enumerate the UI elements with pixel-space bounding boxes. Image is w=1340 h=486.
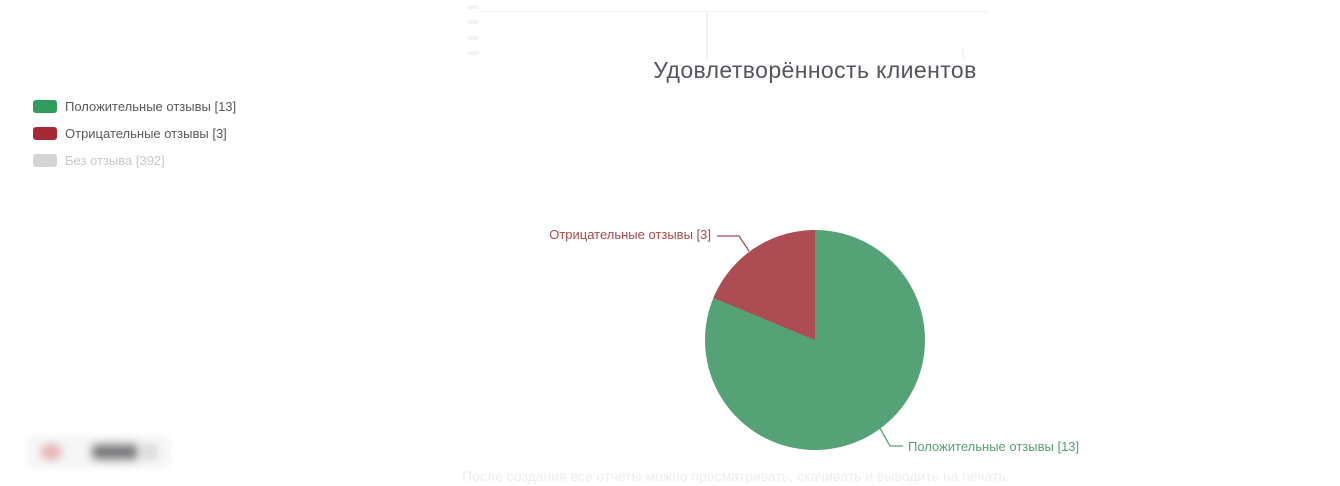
legend-swatch-negative <box>33 127 57 140</box>
footer-hint: После создания все отчеты можно просматр… <box>462 468 1010 484</box>
legend-item-no-review[interactable]: Без отзыва [392] <box>33 147 236 174</box>
chart-remnant-tick <box>468 5 479 9</box>
legend-label-negative: Отрицательные отзывы [3] <box>65 126 227 141</box>
chart-remnant-tick <box>468 51 479 55</box>
blurred-logo <box>28 436 170 468</box>
leader-line-negative <box>717 235 750 252</box>
legend-swatch-no-review <box>33 154 57 167</box>
legend: Положительные отзывы [13] Отрицательные … <box>33 93 236 174</box>
legend-item-negative[interactable]: Отрицательные отзывы [3] <box>33 120 236 147</box>
legend-swatch-positive <box>33 100 57 113</box>
chart-remnant-axis-line <box>481 11 989 12</box>
legend-item-positive[interactable]: Положительные отзывы [13] <box>33 93 236 120</box>
legend-label-no-review: Без отзыва [392] <box>65 153 165 168</box>
chart-remnant-tick <box>468 36 479 40</box>
chart-title: Удовлетворённость клиентов <box>653 57 977 83</box>
chart-remnant-tick <box>468 20 479 24</box>
pie-label-positive: Положительные отзывы [13] <box>908 439 1080 454</box>
blurred-logo-text <box>92 445 138 459</box>
blurred-logo-mark <box>40 444 62 460</box>
legend-label-positive: Положительные отзывы [13] <box>65 99 237 114</box>
pie-label-negative: Отрицательные отзывы [3] <box>549 227 711 242</box>
pie-chart[interactable] <box>705 230 925 450</box>
chart-remnant-gridline-left <box>706 14 708 60</box>
chart-remnant-gridline-right <box>962 48 964 58</box>
blurred-logo-tail <box>140 444 158 460</box>
